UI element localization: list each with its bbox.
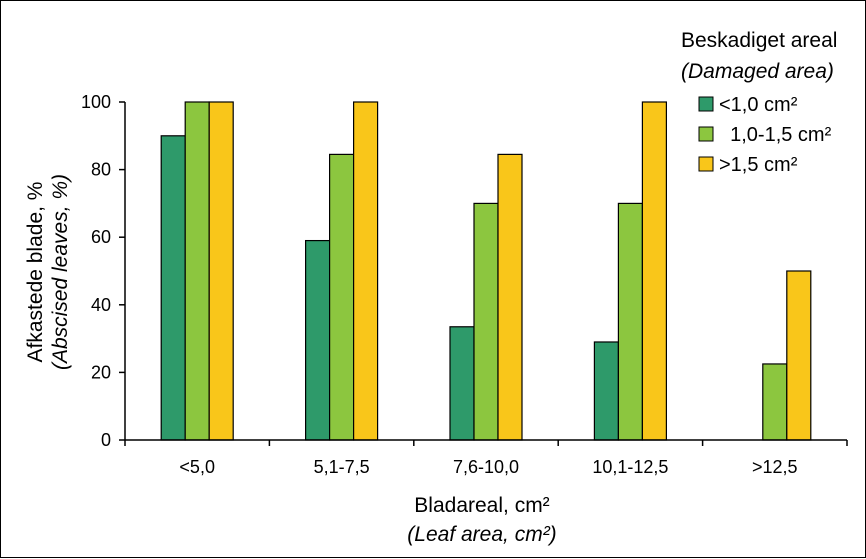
y-tick-label: 0 [101, 430, 111, 450]
legend-label-3: >1,5 cm² [719, 154, 798, 176]
y-ticks: 0 20 40 60 80 100 [81, 92, 125, 450]
bar-series-1-cat-1 [160, 135, 186, 441]
legend-items: <1,0 cm² 1,0-1,5 cm² >1,5 cm² [698, 94, 832, 176]
x-tick-label: <5,0 [179, 457, 215, 477]
bars-layer [160, 101, 812, 441]
x-tick-label: 10,1-12,5 [592, 457, 668, 477]
bar-series-3-cat-4 [641, 101, 668, 441]
y-axis-title: Afkastede blade, % [24, 182, 47, 363]
bar-series-2-cat-3 [473, 202, 499, 441]
bar-series-2-cat-5 [762, 363, 788, 441]
y-tick-label: 20 [91, 362, 111, 382]
legend-swatch-2 [698, 126, 714, 142]
y-tick-label: 40 [91, 295, 111, 315]
x-tick-label: >12,5 [752, 457, 798, 477]
bar-series-3-cat-2 [353, 101, 379, 441]
legend-label-2: 1,0-1,5 cm² [719, 124, 832, 146]
bar-series-2-cat-1 [184, 101, 210, 441]
y-tick-label: 80 [91, 160, 111, 180]
legend-swatch-3 [698, 156, 714, 172]
x-ticks: <5,0 5,1-7,5 7,6-10,0 10,1-12,5 >12,5 [124, 440, 848, 477]
bar-series-1-cat-3 [449, 326, 475, 441]
bar-series-1-cat-4 [593, 341, 620, 441]
x-axis-title: Bladareal, cm² [414, 494, 549, 517]
y-tick-label: 60 [91, 227, 111, 247]
legend-label-1: <1,0 cm² [719, 94, 798, 116]
x-axis-subtitle: (Leaf area, cm²) [407, 523, 556, 546]
x-tick-label: 7,6-10,0 [453, 457, 519, 477]
bar-series-2-cat-2 [329, 153, 355, 441]
axes-layer [124, 102, 847, 441]
legend: Beskadiget areal (Damaged area) <1,0 cm²… [681, 29, 837, 176]
x-tick-label: 5,1-7,5 [314, 457, 370, 477]
y-axis-subtitle: (Abscised leaves, %) [49, 174, 72, 370]
bar-series-3-cat-5 [786, 270, 812, 441]
legend-title: Beskadiget areal [681, 29, 837, 52]
bar-series-2-cat-4 [617, 202, 644, 441]
bar-series-1-cat-2 [305, 239, 331, 441]
bar-series-3-cat-1 [208, 101, 234, 441]
legend-swatch-1 [698, 96, 714, 112]
y-tick-label: 100 [81, 92, 111, 112]
bar-series-3-cat-3 [497, 153, 523, 441]
legend-subtitle: (Damaged area) [681, 60, 834, 83]
